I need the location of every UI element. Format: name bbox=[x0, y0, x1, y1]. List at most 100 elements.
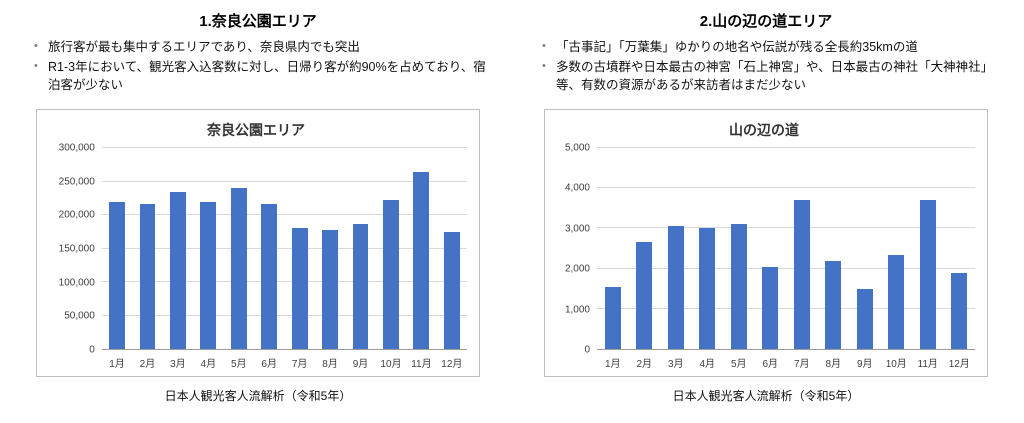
bar-12月 bbox=[443, 231, 460, 349]
y-tick-label: 3,000 bbox=[564, 223, 590, 235]
bar-slot bbox=[944, 148, 976, 349]
bar-slot bbox=[912, 148, 944, 349]
x-tick-label: 10月 bbox=[885, 359, 907, 370]
bar-3月 bbox=[667, 226, 684, 349]
bar-4月 bbox=[699, 228, 716, 349]
bar-8月 bbox=[322, 230, 338, 349]
bar-slot bbox=[629, 148, 661, 349]
x-tick-label: 3月 bbox=[667, 359, 684, 370]
panel-heading: 1.奈良公園エリア bbox=[199, 13, 317, 30]
gridline bbox=[597, 267, 975, 269]
bar-slot bbox=[881, 148, 913, 349]
bar-slot bbox=[786, 148, 818, 349]
y-tick-label: 250,000 bbox=[58, 176, 95, 188]
x-tick-label: 4月 bbox=[699, 359, 716, 370]
gridline bbox=[101, 214, 467, 216]
x-tick-label: 2月 bbox=[139, 359, 156, 370]
x-tick-label: 3月 bbox=[170, 359, 186, 370]
x-tick-label: 1月 bbox=[604, 359, 621, 370]
bar-slot bbox=[755, 148, 787, 349]
bar-slot bbox=[597, 148, 629, 349]
x-tick-label: 12月 bbox=[948, 359, 970, 370]
bar-2月 bbox=[139, 203, 156, 349]
bar-slot bbox=[132, 148, 162, 349]
bar-7月 bbox=[291, 228, 308, 349]
bar-slot bbox=[723, 148, 755, 349]
y-tick-label: 300,000 bbox=[58, 142, 95, 154]
y-tick-label: 2,000 bbox=[564, 263, 590, 275]
x-axis: 1月 2月 3月 4月 5月 6月 7月 8月 9月 10月 11月 12月 bbox=[597, 350, 975, 370]
y-tick-label: 5,000 bbox=[564, 142, 590, 154]
panel-heading: 2.山の辺の道エリア bbox=[699, 13, 833, 30]
bar-5月 bbox=[730, 224, 747, 349]
bullet-item: 多数の古墳群や日本最古の神宮「石上神宮」や、日本最古の神社「大神神社」等、有数の… bbox=[540, 58, 996, 95]
bar-slot bbox=[692, 148, 724, 349]
bar-9月 bbox=[352, 223, 369, 349]
x-tick-label: 2月 bbox=[636, 359, 653, 370]
bar-slot bbox=[254, 148, 284, 349]
bar-5月 bbox=[230, 188, 247, 349]
bullet-list: 旅行客が最も集中するエリアであり、奈良県内でも突出 R1-3年において、観光客入… bbox=[22, 37, 494, 103]
panel-nara-park: 1.奈良公園エリア 旅行客が最も集中するエリアであり、奈良県内でも突出 R1-3… bbox=[22, 8, 494, 423]
bar-chart-yamanobe-road: 山の辺の道 0 1,000 2,000 3,000 4,000 5,000 1月 2月 3月 4… bbox=[544, 109, 988, 377]
x-tick-label: 9月 bbox=[856, 359, 873, 370]
bar-10月 bbox=[383, 199, 399, 349]
chart-caption: 日本人観光客人流解析（令和5年） bbox=[164, 389, 352, 403]
bar-slot bbox=[224, 148, 254, 349]
x-tick-label: 7月 bbox=[793, 359, 810, 370]
x-tick-label: 9月 bbox=[352, 359, 369, 370]
bar-1月 bbox=[604, 286, 621, 349]
x-tick-label: 1月 bbox=[109, 359, 125, 370]
bar-slot bbox=[437, 148, 467, 349]
bar-slot bbox=[406, 148, 436, 349]
bar-chart-nara-park: 奈良公園エリア 0 50,000 100,000 150,000 200,000 250,… bbox=[36, 109, 480, 377]
bar-slot bbox=[660, 148, 692, 349]
bar-12月 bbox=[951, 272, 968, 349]
bar-7月 bbox=[793, 200, 810, 349]
y-tick-label: 0 bbox=[584, 344, 590, 356]
x-tick-label: 11月 bbox=[917, 359, 938, 370]
bar-slot bbox=[315, 148, 345, 349]
bullet-item: 旅行客が最も集中するエリアであり、奈良県内でも突出 bbox=[32, 38, 488, 57]
bullet-item: 「古事記」「万葉集」ゆかりの地名や伝説が残る全長約35kmの道 bbox=[540, 38, 996, 57]
gridline bbox=[101, 281, 467, 283]
plot-area bbox=[597, 147, 975, 350]
x-tick-label: 8月 bbox=[825, 359, 842, 370]
plot-area bbox=[101, 147, 467, 350]
panel-yamanobe-road: 2.山の辺の道エリア 「古事記」「万葉集」ゆかりの地名や伝説が残る全長約35km… bbox=[530, 8, 1002, 423]
y-tick-label: 1,000 bbox=[564, 304, 590, 316]
bars bbox=[102, 148, 467, 349]
x-tick-label: 5月 bbox=[230, 359, 247, 370]
bar-1月 bbox=[109, 201, 125, 349]
bar-3月 bbox=[169, 191, 186, 349]
bar-slot bbox=[102, 148, 132, 349]
bar-slot bbox=[818, 148, 850, 349]
gridline bbox=[101, 314, 467, 316]
bar-9月 bbox=[856, 288, 873, 349]
bar-4月 bbox=[200, 201, 217, 349]
x-tick-label: 6月 bbox=[762, 359, 779, 370]
bar-slot bbox=[163, 148, 193, 349]
bar-6月 bbox=[762, 266, 779, 349]
bullet-item: R1-3年において、観光客入込客数に対し、日帰り客が約90%を占めており、宿泊客… bbox=[32, 58, 488, 95]
bar-slot bbox=[284, 148, 314, 349]
gridline bbox=[597, 307, 975, 309]
x-tick-label: 8月 bbox=[322, 359, 338, 370]
x-axis: 1月 2月 3月 4月 5月 6月 7月 8月 9月 10月 11月 12月 bbox=[102, 350, 467, 370]
gridline bbox=[597, 227, 975, 229]
chart-title: 奈良公園エリア bbox=[207, 122, 305, 138]
bar-11月 bbox=[919, 200, 936, 349]
y-tick-label: 0 bbox=[89, 344, 95, 356]
y-tick-label: 200,000 bbox=[58, 209, 95, 221]
bar-slot bbox=[193, 148, 223, 349]
x-tick-label: 5月 bbox=[730, 359, 747, 370]
bar-slot bbox=[376, 148, 406, 349]
chart-plot-grid: 0 1,000 2,000 3,000 4,000 5,000 1月 2月 3月 4月 5月 6月 7… bbox=[553, 143, 975, 370]
y-axis: 0 1,000 2,000 3,000 4,000 5,000 bbox=[553, 143, 597, 356]
x-tick-label: 7月 bbox=[291, 359, 308, 370]
y-tick-label: 150,000 bbox=[58, 243, 95, 255]
bar-2月 bbox=[636, 242, 653, 349]
gridline bbox=[597, 187, 975, 189]
bars bbox=[597, 148, 975, 349]
